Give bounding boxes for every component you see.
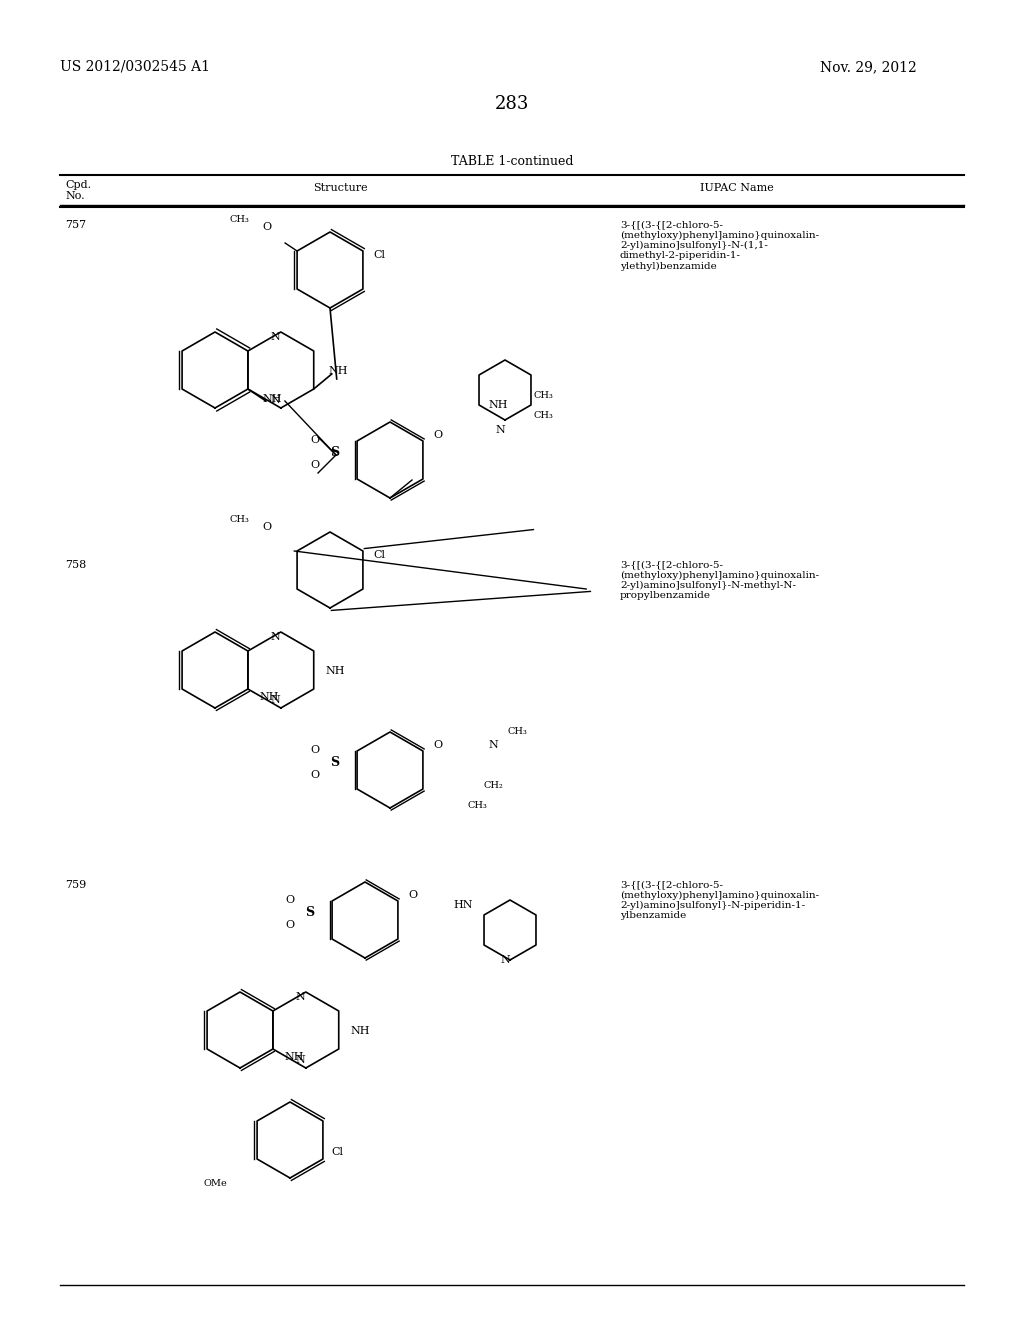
Text: NH: NH [260,692,280,702]
Text: Cl: Cl [373,249,385,260]
Text: NH: NH [351,1026,371,1036]
Text: N: N [296,993,306,1002]
Text: N: N [271,696,281,705]
Text: CH₃: CH₃ [534,411,553,420]
Text: 759: 759 [65,880,86,890]
Text: CH₃: CH₃ [468,800,487,809]
Text: N: N [500,954,510,965]
Text: 757: 757 [65,220,86,230]
Text: NH: NH [326,667,345,676]
Text: Cl: Cl [331,1147,343,1158]
Text: O: O [285,895,294,906]
Text: No.: No. [65,191,85,201]
Text: NH: NH [285,1052,304,1063]
Text: CH₃: CH₃ [230,215,250,224]
Text: 3-{[(3-{[2-chloro-5-
(methyloxy)phenyl]amino}quinoxalin-
2-yl)amino]sulfonyl}-N-: 3-{[(3-{[2-chloro-5- (methyloxy)phenyl]a… [620,560,819,601]
Text: CH₃: CH₃ [508,727,528,737]
Text: O: O [310,744,319,755]
Text: 3-{[(3-{[2-chloro-5-
(methyloxy)phenyl]amino}quinoxalin-
2-yl)amino]sulfonyl}-N-: 3-{[(3-{[2-chloro-5- (methyloxy)phenyl]a… [620,220,819,271]
Text: Cl: Cl [373,550,385,560]
Text: OMe: OMe [204,1179,227,1188]
Text: N: N [296,1055,306,1065]
Text: CH₃: CH₃ [230,516,250,524]
Text: O: O [310,459,319,470]
Text: NH: NH [263,393,283,404]
Text: 758: 758 [65,560,86,570]
Text: O: O [408,890,417,900]
Text: N: N [271,395,281,405]
Text: CH₃: CH₃ [534,391,553,400]
Text: O: O [262,521,271,532]
Text: O: O [433,430,442,440]
Text: NH: NH [329,366,348,376]
Text: CH₂: CH₂ [483,780,503,789]
Text: N: N [271,333,281,342]
Text: O: O [285,920,294,931]
Text: N: N [488,741,498,750]
Text: 3-{[(3-{[2-chloro-5-
(methyloxy)phenyl]amino}quinoxalin-
2-yl)amino]sulfonyl}-N-: 3-{[(3-{[2-chloro-5- (methyloxy)phenyl]a… [620,880,819,920]
Text: IUPAC Name: IUPAC Name [700,183,774,193]
Text: Cpd.: Cpd. [65,180,91,190]
Text: HN: HN [453,900,472,909]
Text: N: N [496,425,505,436]
Text: O: O [433,741,442,750]
Text: S: S [330,755,339,768]
Text: Nov. 29, 2012: Nov. 29, 2012 [820,59,916,74]
Text: O: O [310,436,319,445]
Text: S: S [330,446,339,458]
Text: O: O [310,770,319,780]
Text: N: N [271,632,281,642]
Text: NH: NH [488,400,508,411]
Text: Structure: Structure [312,183,368,193]
Text: US 2012/0302545 A1: US 2012/0302545 A1 [60,59,210,74]
Text: 283: 283 [495,95,529,114]
Text: S: S [305,906,314,919]
Text: TABLE 1-continued: TABLE 1-continued [451,154,573,168]
Text: O: O [262,222,271,232]
